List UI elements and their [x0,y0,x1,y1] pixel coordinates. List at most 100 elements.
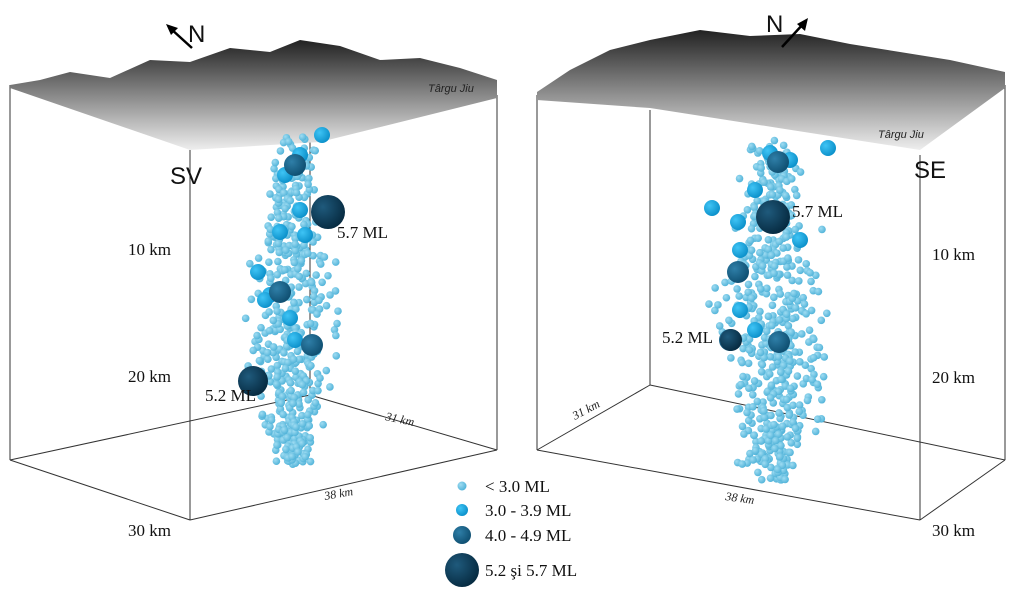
hypocenter [753,397,762,406]
hypocenter [715,322,724,330]
hypocenter [282,246,290,254]
hypocenter [747,294,756,302]
hypocenter [737,380,745,389]
hypocenter [255,356,264,365]
hypocenter [776,186,784,194]
hypocenter [295,400,303,408]
hypocenter [332,352,341,360]
north-label: N [188,21,205,48]
hypocenter [803,396,812,405]
hypocenters [238,127,836,484]
hypocenter [812,271,820,280]
hypocenter [743,206,752,214]
hypocenter [704,200,720,216]
hypocenter [764,245,773,254]
hypocenter [807,277,815,286]
hypocenter [756,285,765,293]
hypocenter [304,180,312,189]
hypocenter [787,201,796,209]
hypocenter [764,312,773,321]
hypocenter [311,195,345,229]
hypocenter [762,289,771,298]
hypocenter [823,309,831,318]
hypocenter [760,413,769,422]
hypocenter [806,269,814,277]
hypocenter [818,395,826,404]
hypocenter [815,343,824,352]
hypocenter [797,330,806,338]
hypocenter [267,274,275,283]
hypocenter [767,251,776,260]
hypocenter [757,368,766,376]
hypocenter [776,368,785,377]
hypocenter [278,392,287,401]
hypocenter [264,355,272,364]
hypocenter [302,269,311,278]
hypocenter [298,439,307,448]
hypocenter [776,452,784,461]
hypocenter [281,204,290,213]
hypocenter [304,410,312,419]
hypocenter [748,142,756,151]
hypocenter [275,248,284,257]
terrain-left [10,40,497,150]
hypocenter [311,399,320,407]
hypocenter [770,269,778,278]
hypocenter [756,200,790,234]
hypocenter [297,256,306,265]
hypocenter [299,388,308,397]
hypocenter [745,384,753,393]
box-right [536,85,1006,521]
hypocenter [322,366,331,375]
hypocenter [745,346,754,354]
hypocenter [773,465,782,474]
hypocenter [267,365,276,373]
hypocenter [747,322,763,338]
hypocenter [320,253,329,261]
hypocenter [290,393,299,402]
hypocenter [254,254,263,262]
hypocenter [767,411,775,420]
hypocenter [817,316,826,325]
hypocenter [289,399,297,408]
hypocenter [746,236,755,245]
town: Târgu Jiu [428,83,474,95]
hypocenter [265,326,274,335]
hypocenter [280,426,289,434]
hypocenter [277,399,285,407]
hypocenter [738,422,747,431]
hypocenter [333,319,341,328]
hypocenter [727,354,735,362]
hypocenter [301,334,323,356]
hypocenter [768,321,776,330]
hypocenter [805,326,814,334]
hypocenter [334,307,342,315]
hypocenter [280,189,288,197]
hypocenter [777,441,785,450]
hypocenter [788,314,797,323]
hypocenter [782,310,791,318]
hypocenter [761,454,770,463]
hypocenter [266,422,274,431]
hypocenter [301,453,310,461]
hypocenter [754,468,762,477]
hypocenter [300,193,309,202]
hypocenter [733,285,741,293]
hypocenter [766,352,775,361]
hypocenter [743,408,751,417]
hypocenter [791,348,799,356]
hypocenter [290,299,298,307]
hypocenter [783,403,792,412]
hypocenter [263,348,272,357]
hypocenter [725,316,733,325]
legend: < 3.0 ML 3.0 - 3.9 ML 4.0 - 4.9 ML 5.2 ş… [445,477,577,587]
hypocenter [757,164,765,172]
hypocenter [238,366,268,396]
hypocenter [782,395,791,404]
hypocenter [778,422,787,431]
hypocenter [744,288,752,297]
hypocenter [279,410,287,419]
hypocenter [721,278,729,287]
